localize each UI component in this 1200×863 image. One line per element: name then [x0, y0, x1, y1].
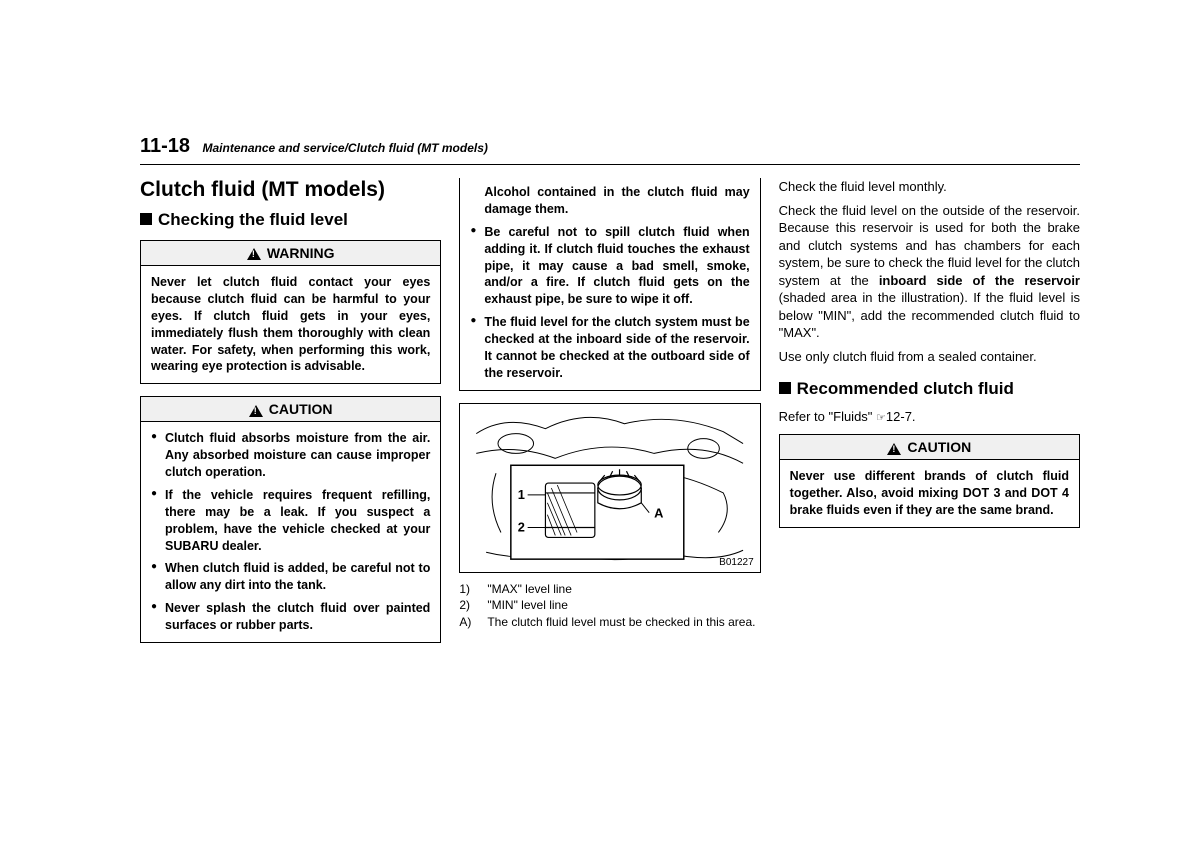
warning-header: WARNING	[141, 241, 440, 266]
legend-row: 1)"MAX" level line	[459, 581, 760, 598]
content-columns: Clutch fluid (MT models) Checking the fl…	[140, 178, 1080, 655]
caution-body-cont: Alcohol contained in the clutch fluid ma…	[460, 178, 759, 390]
square-bullet-icon	[140, 213, 152, 225]
caution-box-2: CAUTION Never use different brands of cl…	[779, 434, 1080, 528]
fig-label-1: 1	[518, 486, 525, 501]
engine-figure: 1 2 A B01227	[459, 403, 760, 573]
figure-legend: 1)"MAX" level line 2)"MIN" level line A)…	[459, 581, 760, 631]
para-check-level: Check the fluid level on the outside of …	[779, 202, 1080, 342]
legend-row: 2)"MIN" level line	[459, 597, 760, 614]
breadcrumb: Maintenance and service/Clutch fluid (MT…	[203, 141, 488, 155]
warning-body: Never let clutch fluid contact your eyes…	[141, 266, 440, 383]
caution-box-1: CAUTION Clutch fluid absorbs moisture fr…	[140, 396, 441, 643]
warning-box: WARNING Never let clutch fluid contact y…	[140, 240, 441, 384]
column-1: Clutch fluid (MT models) Checking the fl…	[140, 178, 441, 655]
caution-item: Never splash the clutch fluid over paint…	[151, 600, 430, 634]
column-2: Alcohol contained in the clutch fluid ma…	[459, 178, 760, 655]
caution-item: Be careful not to spill clutch fluid whe…	[470, 224, 749, 308]
column-3: Check the fluid level monthly. Check the…	[779, 178, 1080, 655]
reference-icon: ☞	[876, 412, 886, 424]
engine-illustration: 1 2 A	[460, 404, 759, 572]
caution-triangle-icon	[249, 405, 263, 417]
para-sealed: Use only clutch fluid from a sealed cont…	[779, 348, 1080, 366]
caution-header-2: CAUTION	[780, 435, 1079, 460]
caution-header-1: CAUTION	[141, 397, 440, 422]
legend-row: A)The clutch fluid level must be checked…	[459, 614, 760, 631]
caution-item: If the vehicle requires frequent refilli…	[151, 487, 430, 555]
caution-item: The fluid level for the clutch system mu…	[470, 314, 749, 382]
square-bullet-icon	[779, 382, 791, 394]
figure-code: B01227	[719, 557, 753, 568]
caution-item: When clutch fluid is added, be careful n…	[151, 560, 430, 594]
page-header: 11-18 Maintenance and service/Clutch flu…	[140, 135, 1080, 165]
subsection-recommended: Recommended clutch fluid	[779, 379, 1080, 399]
warning-triangle-icon	[247, 248, 261, 260]
caution-body-2: Never use different brands of clutch flu…	[780, 460, 1079, 527]
fig-label-2: 2	[518, 519, 525, 534]
caution-body-1: Clutch fluid absorbs moisture from the a…	[141, 422, 440, 642]
refer-line: Refer to "Fluids" ☞12-7.	[779, 409, 1080, 424]
page-number: 11-18	[140, 135, 190, 157]
caution-box-continued: Alcohol contained in the clutch fluid ma…	[459, 178, 760, 391]
caution-item: Clutch fluid absorbs moisture from the a…	[151, 430, 430, 481]
section-title: Clutch fluid (MT models)	[140, 178, 441, 202]
caution-triangle-icon	[887, 443, 901, 455]
caution-cont-text: Alcohol contained in the clutch fluid ma…	[470, 184, 749, 218]
fig-label-a: A	[654, 505, 663, 520]
subsection-checking: Checking the fluid level	[140, 210, 441, 230]
para-check-monthly: Check the fluid level monthly.	[779, 178, 1080, 196]
